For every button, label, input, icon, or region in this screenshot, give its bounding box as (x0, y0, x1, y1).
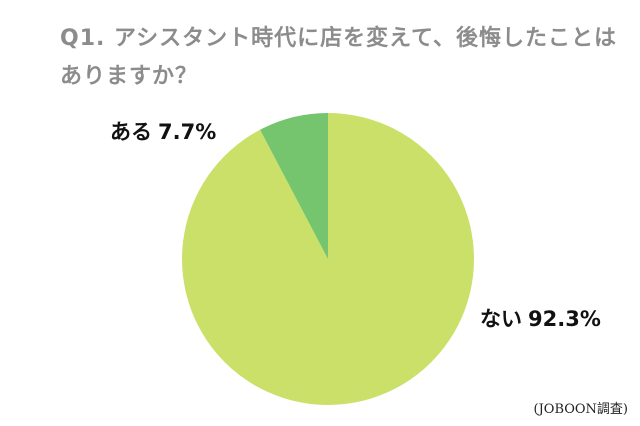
slice-label-aru: ある 7.7% (110, 116, 216, 146)
pie-slices (182, 113, 474, 405)
slice-label-nai: ない 92.3% (480, 303, 601, 333)
slice-label-aru-value: 7.7% (158, 120, 217, 144)
slice-label-nai-value: 92.3% (528, 307, 601, 331)
slice-label-aru-name: ある (110, 120, 152, 144)
slice-label-nai-name: ない (480, 307, 522, 331)
source-note: (JOBOON調査) (533, 402, 629, 417)
pie-slice-aru (260, 113, 328, 259)
chart-title: Q1. アシスタント時代に店を変えて、後悔したことはありますか？ (60, 26, 617, 89)
